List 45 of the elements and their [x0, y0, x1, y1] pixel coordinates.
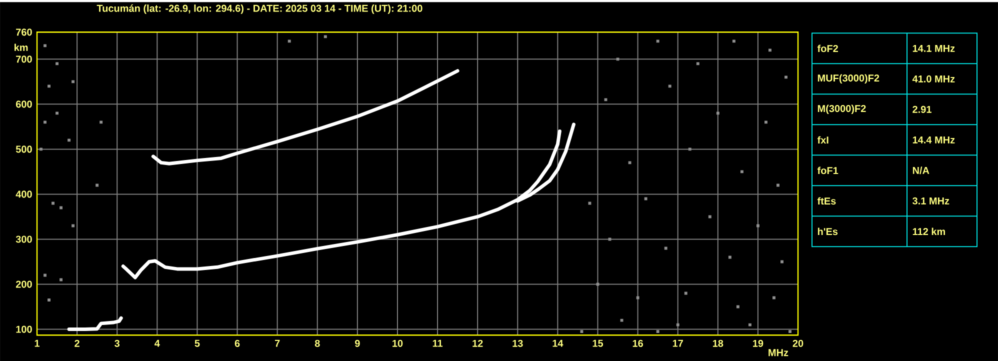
x-tick-label: 4	[154, 340, 160, 347]
y-tick-label: 400	[16, 190, 32, 198]
y-tick-label: 100	[16, 326, 32, 333]
text: 3.1 MHz	[912, 197, 950, 204]
x-tick-label: 16	[632, 340, 643, 347]
text: 2.91	[912, 106, 932, 113]
x-tick-label: 15	[592, 340, 604, 347]
y-tick-label: 760	[16, 28, 32, 36]
text: fxI	[817, 136, 828, 144]
text: 14.1 MHz	[912, 44, 955, 52]
x-tick-label: 20	[792, 340, 804, 347]
text: ftEs	[817, 197, 836, 205]
text: foF2	[817, 44, 838, 52]
text: M(3000)F2	[818, 104, 866, 114]
text: N/A	[912, 166, 930, 174]
x-tick-label: 13	[512, 340, 523, 347]
x-tick-label: 18	[712, 340, 724, 347]
y-tick-label: 600	[16, 100, 32, 108]
text: 112 km	[912, 228, 945, 235]
x-tick-label: 11	[432, 340, 443, 347]
x-tick-label: 3	[114, 340, 120, 347]
x-tick-label: 10	[392, 340, 403, 347]
chart-title: Tucumán (lat: -26.9, lon: 294.6) - DATE: 2025 03 14 - TIME (UT): 21:00	[96, 4, 422, 14]
x-tick-label: 7	[274, 340, 280, 347]
x-tick-label: 12	[472, 340, 483, 347]
x-tick-label: 19	[753, 340, 764, 347]
x-tick-label: 14	[552, 340, 564, 347]
x-axis-title: MHz	[768, 349, 788, 356]
text: h'Es	[818, 228, 838, 236]
text: 14.4 MHz	[912, 136, 955, 144]
y-tick-label: 300	[16, 236, 32, 243]
x-tick-label: 8	[314, 340, 320, 347]
y-tick-label: 700	[16, 56, 32, 63]
x-tick-label: 1	[34, 340, 40, 347]
text: 41.0 MHz	[912, 75, 955, 82]
y-axis-title: km	[14, 44, 28, 51]
x-tick-label: 5	[194, 340, 200, 347]
text: MUF(3000)F2	[818, 74, 880, 84]
x-tick-label: 6	[234, 340, 240, 347]
x-tick-label: 2	[74, 340, 80, 347]
x-tick-label: 17	[672, 340, 683, 347]
y-tick-label: 200	[16, 280, 32, 288]
text: foF1	[817, 166, 838, 174]
y-tick-label: 500	[16, 146, 32, 153]
x-tick-label: 9	[355, 340, 360, 347]
